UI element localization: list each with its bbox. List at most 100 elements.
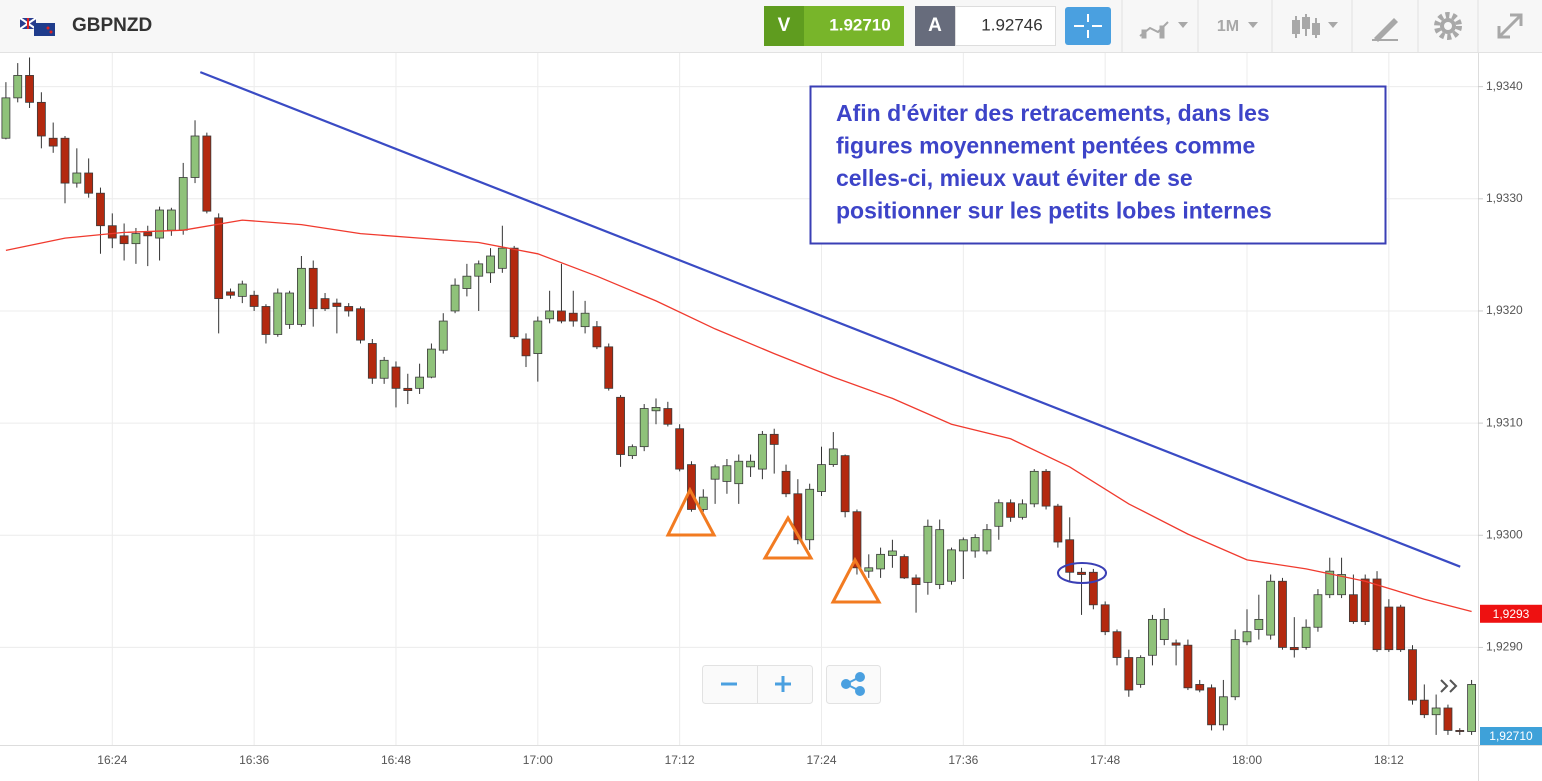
candle-body <box>391 366 401 389</box>
candle-body <box>1254 618 1264 630</box>
candle-body <box>994 502 1004 527</box>
candle-body <box>663 408 673 425</box>
settings-icon[interactable] <box>1434 12 1462 40</box>
candle-body <box>840 455 850 513</box>
buy-price[interactable]: 1.92746 <box>981 15 1042 34</box>
candle-body <box>627 446 637 457</box>
fullscreen-icon[interactable] <box>1497 13 1523 39</box>
candle-body <box>710 466 720 480</box>
candle-body <box>557 310 566 322</box>
annotation-triangles <box>665 486 882 604</box>
candle-body <box>911 577 921 586</box>
candle-body <box>1100 604 1110 633</box>
candle-body <box>604 346 614 389</box>
candle-body <box>462 275 472 289</box>
candle-body <box>1325 570 1335 596</box>
candle-body <box>297 267 306 325</box>
sell-label[interactable]: V <box>778 15 791 36</box>
sell-button[interactable] <box>764 6 804 46</box>
candle-body <box>1077 571 1086 575</box>
symbol: GBPNZD <box>72 15 152 36</box>
candle-body <box>332 302 342 307</box>
chart-type-icon[interactable] <box>1139 21 1188 39</box>
candle-body <box>982 529 992 552</box>
candle-body <box>1029 470 1039 505</box>
scroll-right[interactable] <box>1440 679 1458 693</box>
y-tick-label: 1,9340 <box>1486 79 1523 93</box>
candle-body <box>1053 505 1063 543</box>
candle-body <box>261 306 271 335</box>
candle-body <box>1337 574 1346 596</box>
buy-label[interactable]: A <box>928 15 942 36</box>
candle-body <box>1 97 11 139</box>
candle-body <box>1041 470 1051 507</box>
x-tick-label: 17:48 <box>1090 753 1120 767</box>
candle-body <box>1455 730 1465 732</box>
candle-body <box>1384 606 1394 651</box>
candles-icon[interactable] <box>1292 14 1338 38</box>
candle-body <box>1112 631 1122 658</box>
annotation-ellipse <box>1057 562 1107 584</box>
trendline <box>199 71 1461 568</box>
candle-body <box>107 225 117 239</box>
y-tick-label: 1,9330 <box>1486 191 1523 205</box>
share-box[interactable] <box>826 665 881 704</box>
candle-body <box>60 137 70 184</box>
candle-body <box>36 101 46 137</box>
y-tick-label: 1,9300 <box>1486 527 1523 541</box>
candle-body <box>1372 578 1382 651</box>
zoom-controls <box>702 665 881 704</box>
zoom-in[interactable] <box>775 676 791 692</box>
draw-icon[interactable] <box>1372 18 1398 42</box>
candle-body <box>1431 707 1441 716</box>
candle-body <box>84 172 94 194</box>
sell-price[interactable]: 1.92710 <box>829 15 890 34</box>
candle-body <box>1159 618 1169 640</box>
candle-body <box>1006 502 1016 518</box>
candle-body <box>143 232 153 237</box>
triangle <box>830 556 882 604</box>
candle-body <box>486 255 495 274</box>
y-tick-label: 1,9290 <box>1486 640 1523 654</box>
candle-body <box>970 537 980 552</box>
candle-body <box>1230 639 1240 698</box>
crosshair-button[interactable] <box>1065 7 1111 45</box>
moving-average <box>5 219 1472 613</box>
sell-price-box[interactable] <box>804 6 904 46</box>
candle-body <box>616 396 625 455</box>
candle-body <box>285 292 294 325</box>
candle-body <box>1124 657 1134 691</box>
candle-body <box>1419 699 1429 716</box>
candle-body <box>13 75 23 99</box>
candle-body <box>497 247 507 269</box>
annotation-line: celles-ci, mieux vaut éviter de se <box>836 165 1193 191</box>
candle-body <box>273 292 283 335</box>
candle-body <box>722 465 732 482</box>
share-icon[interactable] <box>841 672 865 696</box>
x-tick-label: 16:36 <box>239 753 269 767</box>
candle-body <box>166 209 176 231</box>
buy-button[interactable] <box>915 6 955 46</box>
flag <box>19 17 55 36</box>
annotation-box <box>809 85 1387 245</box>
candle-body <box>1136 657 1146 685</box>
buy-price-box[interactable] <box>955 6 1056 46</box>
price-tag <box>1480 727 1542 745</box>
candle-body <box>1088 571 1098 606</box>
candle-body <box>533 320 543 354</box>
candle-body <box>1289 647 1299 651</box>
candle-body <box>1018 503 1027 518</box>
candle-body <box>178 177 188 231</box>
candle-body <box>320 298 330 310</box>
candle-body <box>734 460 744 485</box>
x-tick-label: 17:12 <box>665 753 695 767</box>
period[interactable]: 1M <box>1217 18 1239 35</box>
candle-body <box>1278 580 1287 648</box>
x-tick-label: 17:24 <box>806 753 836 767</box>
candle-body <box>48 137 58 147</box>
candle-body <box>521 338 531 357</box>
candle-body <box>935 529 945 586</box>
candle-body <box>793 493 803 541</box>
